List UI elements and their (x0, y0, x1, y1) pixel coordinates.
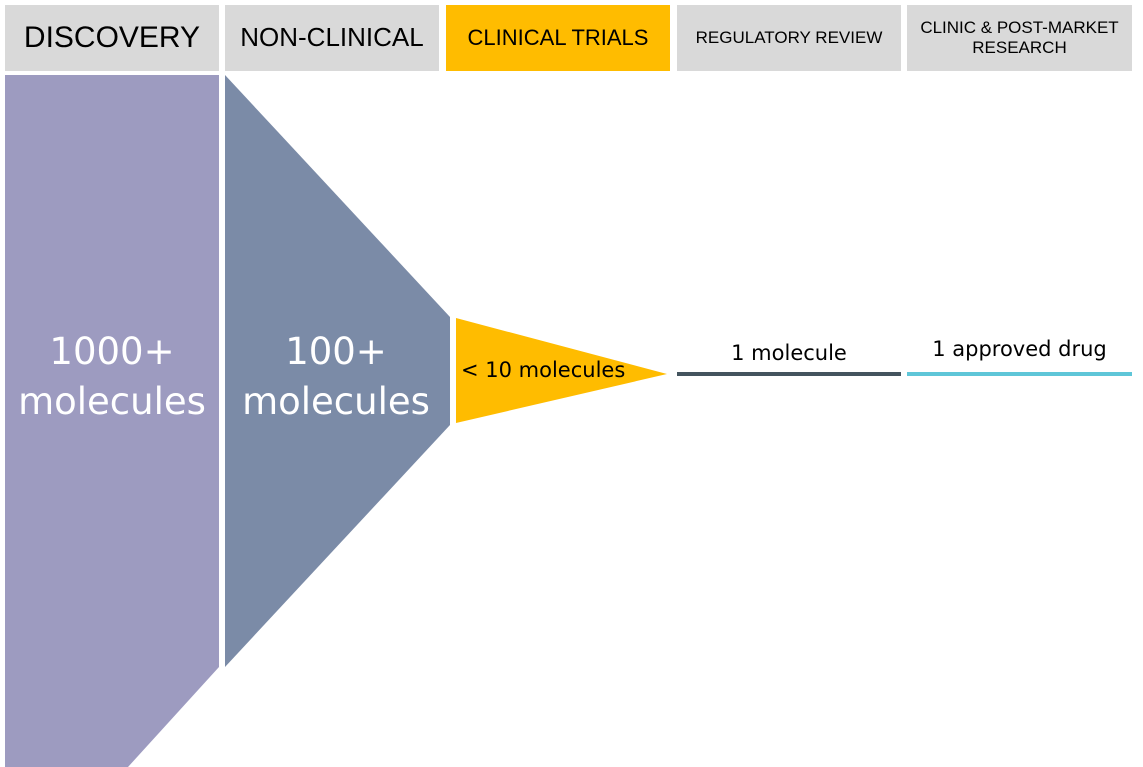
discovery-count-label: 1000+ molecules (18, 330, 206, 423)
clinical-trials-count-label: < 10 molecules (461, 358, 626, 382)
stage-header-clinic-post-market: CLINIC & POST-MARKET RESEARCH (907, 5, 1132, 71)
stage-header-discovery: DISCOVERY (5, 5, 219, 71)
non-clinical-funnel-shape (225, 75, 450, 667)
regulatory-review-count-label: 1 molecule (731, 341, 847, 365)
discovery-funnel-shape (5, 75, 219, 767)
non-clinical-count-label: 100+ molecules (242, 330, 430, 423)
clinic-post-market-line (907, 372, 1132, 376)
stage-header-non-clinical: NON-CLINICAL (225, 5, 439, 71)
clinical-trials-funnel-shape (456, 318, 667, 423)
stage-header-clinical-trials: CLINICAL TRIALS (446, 5, 670, 71)
clinic-post-market-count-label: 1 approved drug (932, 337, 1107, 361)
stage-header-regulatory-review: REGULATORY REVIEW (677, 5, 901, 71)
regulatory-review-line (677, 372, 901, 376)
